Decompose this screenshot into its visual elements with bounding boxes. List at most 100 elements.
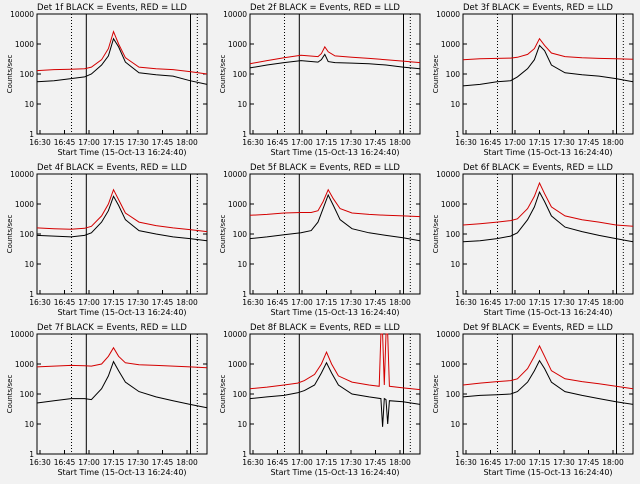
y-tick-label: 10000: [223, 170, 247, 179]
plot-frame: [36, 13, 208, 135]
x-tick-label: 17:00: [291, 458, 313, 467]
series-lld-line: [249, 188, 421, 218]
x-tick-label: 16:45: [480, 298, 502, 307]
series-events-line: [36, 37, 208, 85]
x-tick-label: 16:45: [54, 458, 76, 467]
panel-title: Det 3f BLACK = Events, RED = LLD: [463, 3, 613, 13]
x-tick-label: 16:45: [267, 298, 289, 307]
x-axis-label: Start Time (15-Oct-13 16:24:40): [270, 308, 399, 317]
x-tick-label: 17:45: [152, 138, 174, 147]
y-tick-label: 100: [446, 390, 461, 399]
y-tick-label: 10: [450, 100, 460, 109]
x-tick-label: 17:30: [340, 298, 362, 307]
det-panel-9: 1 10 100 1000 10000 16:30 16:45 17:00 17:15 17:30…: [432, 323, 634, 477]
det-panel-6: 1 10 100 1000 10000 16:30 16:45 17:00 17:15 17:30…: [432, 163, 634, 317]
x-tick-label: 16:30: [29, 298, 51, 307]
series-events-line: [462, 44, 634, 87]
series-lld-line: [249, 333, 421, 391]
x-tick-label: 16:45: [267, 458, 289, 467]
x-tick-label: 17:00: [504, 138, 526, 147]
series-events-line: [36, 195, 208, 242]
series-events-line: [249, 193, 421, 242]
x-tick-label: 17:45: [578, 298, 600, 307]
y-tick-label: 10: [24, 100, 34, 109]
x-tick-label: 18:00: [389, 458, 411, 467]
x-tick-label: 18:00: [602, 138, 624, 147]
x-tick-label: 16:30: [29, 458, 51, 467]
y-tick-label: 10: [237, 260, 247, 269]
series-lld-line: [36, 30, 208, 75]
x-tick-label: 16:30: [242, 138, 264, 147]
y-tick-label: 10000: [436, 10, 460, 19]
x-tick-label: 16:45: [267, 138, 289, 147]
series-lld-line: [462, 344, 634, 390]
y-tick-label: 1: [242, 130, 247, 139]
x-tick-label: 17:15: [103, 458, 125, 467]
y-axis-label: Counts/sec: [6, 55, 14, 94]
x-tick-label: 18:00: [176, 458, 198, 467]
panel-title: Det 4f BLACK = Events, RED = LLD: [37, 163, 187, 173]
x-tick-label: 17:00: [504, 298, 526, 307]
plot-frame: [249, 333, 421, 455]
series-events-line: [249, 361, 421, 427]
y-tick-label: 1000: [441, 360, 460, 369]
det-panel-2: 1 10 100 1000 10000 16:30 16:45 17:00 17:15 17:30…: [219, 3, 421, 157]
panel-title: Det 2f BLACK = Events, RED = LLD: [250, 3, 400, 13]
panel-title: Det 1f BLACK = Events, RED = LLD: [37, 3, 187, 13]
x-tick-label: 16:30: [242, 298, 264, 307]
y-tick-label: 10: [24, 260, 34, 269]
x-axis-label: Start Time (15-Oct-13 16:24:40): [270, 148, 399, 157]
y-tick-label: 10000: [10, 10, 34, 19]
x-tick-label: 17:30: [553, 138, 575, 147]
x-tick-label: 17:00: [78, 138, 100, 147]
y-tick-label: 1: [455, 450, 460, 459]
y-axis-label: Counts/sec: [219, 55, 227, 94]
det-panel-7: 1 10 100 1000 10000 16:30 16:45 17:00 17:15 17:30…: [6, 323, 208, 477]
y-tick-label: 1: [242, 290, 247, 299]
x-tick-label: 17:15: [316, 458, 338, 467]
plot-frame: [36, 173, 208, 295]
plot-frame: [249, 13, 421, 135]
x-tick-label: 17:15: [316, 298, 338, 307]
det-panel-3: 1 10 100 1000 10000 16:30 16:45 17:00 17:15 17:30…: [432, 3, 634, 157]
y-axis-label: Counts/sec: [432, 375, 440, 414]
x-axis-label: Start Time (15-Oct-13 16:24:40): [57, 468, 186, 477]
y-tick-label: 100: [20, 390, 35, 399]
x-tick-label: 17:15: [103, 298, 125, 307]
x-tick-label: 16:30: [455, 138, 477, 147]
series-lld-line: [36, 346, 208, 369]
y-tick-label: 10000: [223, 330, 247, 339]
x-tick-label: 17:30: [340, 458, 362, 467]
y-tick-label: 1: [29, 130, 34, 139]
x-tick-label: 17:45: [365, 458, 387, 467]
x-tick-label: 17:30: [127, 298, 149, 307]
x-tick-label: 16:30: [29, 138, 51, 147]
plot-frame: [249, 173, 421, 295]
x-tick-label: 17:30: [127, 138, 149, 147]
x-tick-label: 17:45: [365, 138, 387, 147]
y-tick-label: 1000: [441, 40, 460, 49]
y-tick-label: 10: [450, 260, 460, 269]
y-axis-label: Counts/sec: [219, 375, 227, 414]
panel-title: Det 7f BLACK = Events, RED = LLD: [37, 323, 187, 333]
x-tick-label: 16:45: [480, 138, 502, 147]
plot-frame: [462, 333, 634, 455]
y-tick-label: 1000: [228, 200, 247, 209]
y-tick-label: 100: [20, 70, 35, 79]
x-tick-label: 16:30: [455, 298, 477, 307]
x-tick-label: 17:15: [316, 138, 338, 147]
x-tick-label: 18:00: [176, 138, 198, 147]
x-tick-label: 17:30: [340, 138, 362, 147]
x-axis-label: Start Time (15-Oct-13 16:24:40): [57, 308, 186, 317]
y-axis-label: Counts/sec: [6, 215, 14, 254]
x-axis-label: Start Time (15-Oct-13 16:24:40): [483, 148, 612, 157]
y-tick-label: 10: [450, 420, 460, 429]
x-tick-label: 16:45: [480, 458, 502, 467]
plot-frame: [462, 13, 634, 135]
panel-title: Det 6f BLACK = Events, RED = LLD: [463, 163, 613, 173]
y-tick-label: 10: [237, 100, 247, 109]
x-tick-label: 17:15: [103, 138, 125, 147]
x-tick-label: 17:45: [578, 138, 600, 147]
